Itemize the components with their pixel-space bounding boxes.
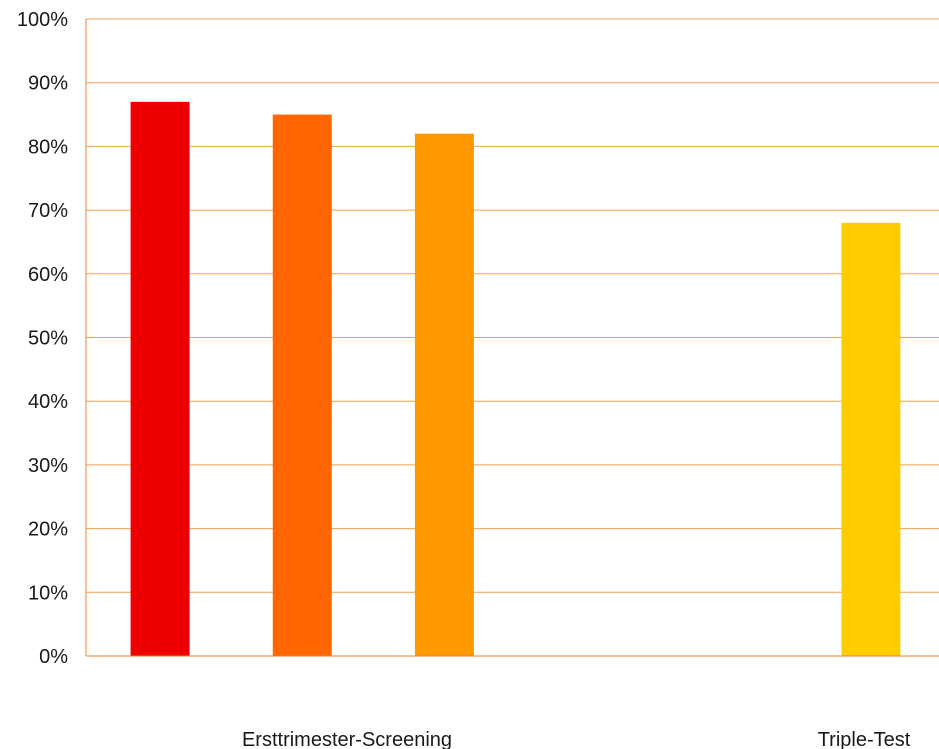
bar-1 bbox=[130, 101, 190, 656]
category-label-ersttrimester-screening: Ersttrimester-Screening bbox=[242, 729, 452, 749]
bar-4 bbox=[841, 222, 901, 656]
y-tick-label: 0% bbox=[39, 646, 68, 668]
bar-2 bbox=[272, 114, 332, 657]
y-tick-label: 20% bbox=[28, 519, 68, 541]
y-tick-label: 60% bbox=[28, 264, 68, 286]
bars bbox=[130, 101, 901, 657]
y-tick-label: 40% bbox=[28, 391, 68, 413]
y-tick-label: 50% bbox=[28, 328, 68, 350]
category-label-triple-test: Triple-Test bbox=[818, 729, 911, 749]
y-tick-label: 100% bbox=[17, 9, 68, 31]
y-axis-tick-labels: 0% 10% 20% 30% 40% 50% 60% 70% 80% 90% 100% bbox=[17, 9, 68, 668]
y-tick-label: 70% bbox=[28, 200, 68, 222]
y-tick-label: 30% bbox=[28, 455, 68, 477]
y-tick-label: 90% bbox=[28, 73, 68, 95]
y-tick-label: 10% bbox=[28, 582, 68, 604]
y-tick-label: 80% bbox=[28, 136, 68, 158]
gridlines bbox=[86, 18, 939, 593]
bar-3 bbox=[414, 133, 474, 656]
